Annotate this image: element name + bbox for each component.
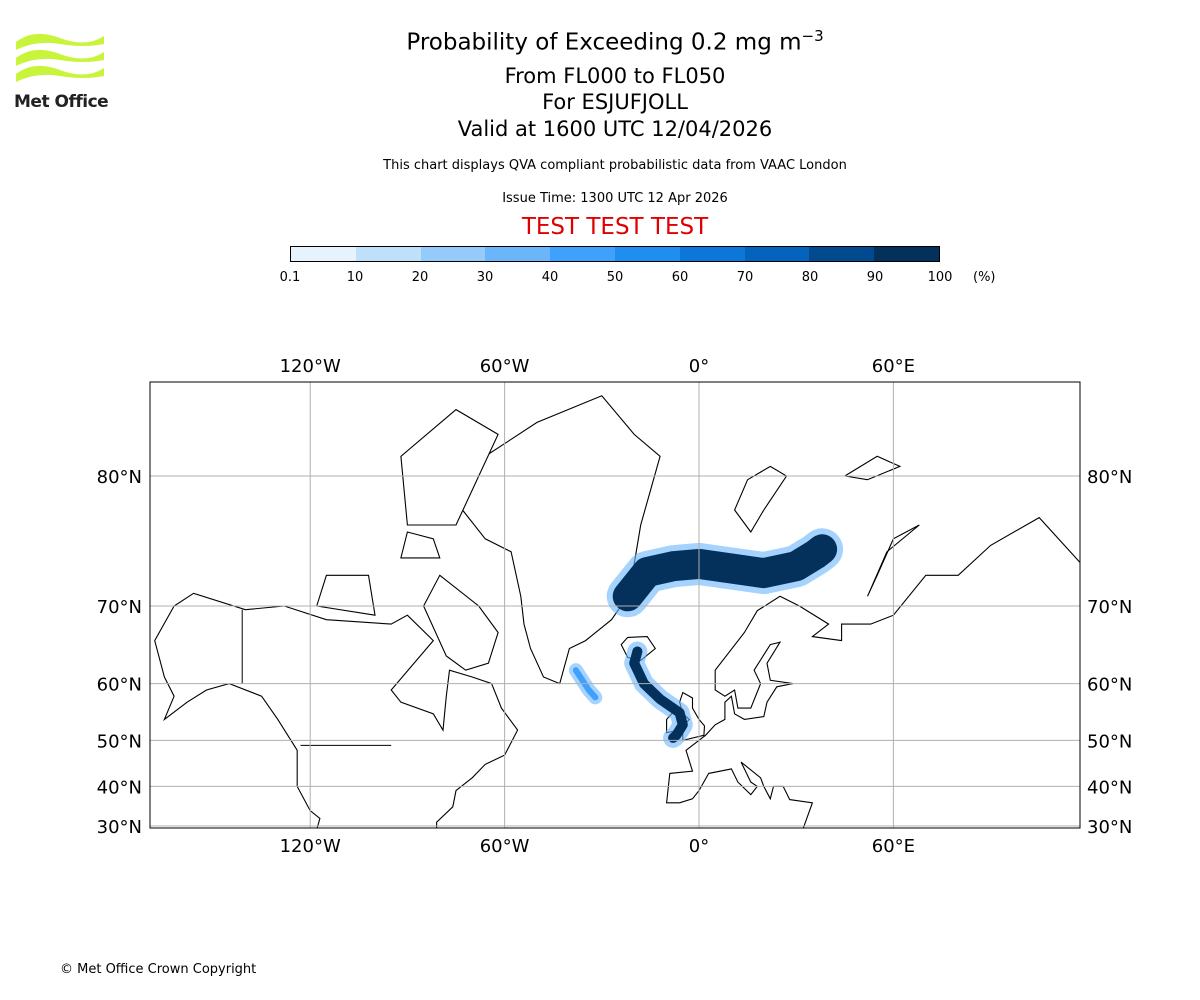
colorbar-bin-6 xyxy=(679,247,745,261)
colorbar-bin-4 xyxy=(550,247,615,261)
colorbar-tick-label: 100 xyxy=(927,270,953,285)
lat-label-left: 80°N xyxy=(97,467,142,488)
logo-text: Met Office xyxy=(14,92,109,112)
lon-label-top: 60°W xyxy=(480,356,530,377)
valid-time: Valid at 1600 UTC 12/04/2026 xyxy=(457,117,773,141)
colorbar xyxy=(290,246,940,262)
lon-label-bottom: 0° xyxy=(689,836,709,857)
coastline-baffin xyxy=(422,574,499,671)
flight-levels: From FL000 to FL050 xyxy=(504,64,726,88)
colorbar-tick-label: 70 xyxy=(736,270,754,285)
lat-label-right: 40°N xyxy=(1087,777,1132,798)
lat-label-right: 70°N xyxy=(1087,597,1132,618)
lon-label-top: 60°E xyxy=(872,356,915,377)
colorbar-tick-label: 90 xyxy=(866,270,884,285)
lat-label-left: 30°N xyxy=(97,817,142,838)
met-office-logo-icon xyxy=(16,33,104,82)
coastline-north-america xyxy=(154,592,519,828)
description: This chart displays QVA compliant probab… xyxy=(383,158,847,173)
map-content xyxy=(150,382,1080,828)
colorbar-bin-0 xyxy=(291,247,356,261)
colorbar-bin-2 xyxy=(420,247,486,261)
colorbar-tick-label: 80 xyxy=(801,270,819,285)
lat-label-left: 60°N xyxy=(97,675,142,696)
issue-time: Issue Time: 1300 UTC 12 Apr 2026 xyxy=(502,191,728,206)
lat-label-right: 80°N xyxy=(1087,467,1132,488)
coastline-devon xyxy=(400,531,441,559)
west-plume-core xyxy=(572,667,599,701)
colorbar-bin-7 xyxy=(744,247,810,261)
lat-label-right: 30°N xyxy=(1087,817,1132,838)
coastline-franz-josef xyxy=(843,455,902,481)
lat-label-right: 60°N xyxy=(1087,675,1132,696)
coastline-ellesmere xyxy=(400,408,499,526)
iceland-uk-plume-core xyxy=(629,646,688,743)
colorbar-tick-label: 40 xyxy=(541,270,559,285)
volcano-name: For ESJUFJOLL xyxy=(542,90,688,114)
colorbar-bin-3 xyxy=(485,247,551,261)
colorbar-bin-1 xyxy=(355,247,421,261)
lat-label-left: 40°N xyxy=(97,777,142,798)
chart-title: Probability of Exceeding 0.2 mg m−3 xyxy=(406,27,824,56)
colorbar-bin-9 xyxy=(874,247,939,261)
arctic-plume-core xyxy=(612,534,838,612)
coastline-greenland xyxy=(461,395,661,685)
lon-label-bottom: 60°E xyxy=(872,836,915,857)
colorbar-tick-label: 10 xyxy=(346,270,364,285)
colorbar-tick-label: 20 xyxy=(411,270,429,285)
test-banner: TEST TEST TEST xyxy=(521,214,709,240)
lon-label-top: 0° xyxy=(689,356,709,377)
colorbar-unit: (%) xyxy=(973,270,996,285)
colorbar-bin-8 xyxy=(809,247,875,261)
colorbar-tick-label: 30 xyxy=(476,270,494,285)
colorbar-tick-label: 50 xyxy=(606,270,624,285)
colorbar-tick-label: 60 xyxy=(671,270,689,285)
lat-label-left: 50°N xyxy=(97,731,142,752)
title-superscript: −3 xyxy=(801,27,824,45)
map-frame xyxy=(149,381,1081,829)
lat-label-left: 70°N xyxy=(97,597,142,618)
lon-label-top: 120°W xyxy=(280,356,341,377)
coastline-eurasia xyxy=(665,516,1080,828)
lon-label-bottom: 120°W xyxy=(280,836,341,857)
lon-label-bottom: 60°W xyxy=(480,836,530,857)
copyright: © Met Office Crown Copyright xyxy=(60,962,257,977)
colorbar-tick-label: 0.1 xyxy=(279,270,301,285)
coastline-victoria xyxy=(315,574,376,616)
colorbar-bin-5 xyxy=(614,247,680,261)
lat-label-right: 50°N xyxy=(1087,731,1132,752)
